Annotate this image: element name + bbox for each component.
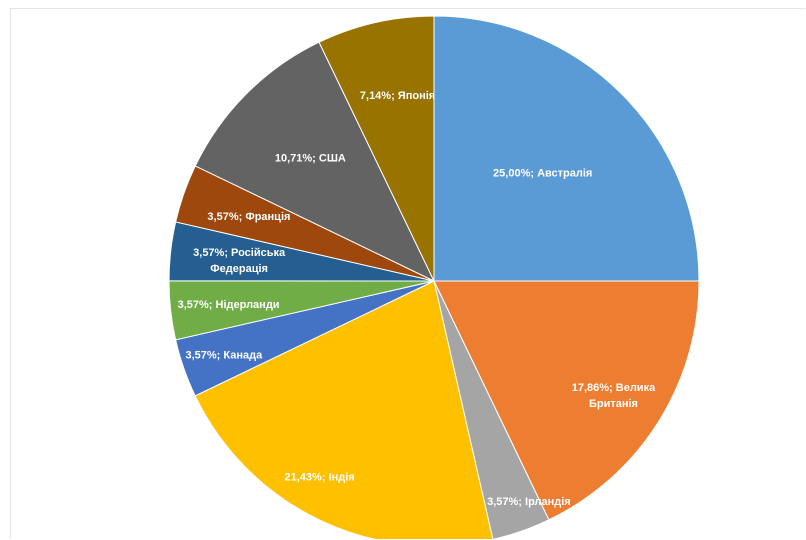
slice-label-8: 3,57%; Франція — [207, 211, 290, 223]
pie-slice-3 — [433, 280, 550, 539]
labels-layer: 25,00%; Австралія 17,86%; Велика Британія 3… — [178, 90, 656, 508]
slice-label-6: 3,57%; Нідерланди — [178, 299, 280, 311]
pie-slice-4 — [194, 280, 494, 539]
slice-label-3: 3,57%; Ірландія — [487, 496, 571, 508]
slice-label-10: 7,14%; Японія — [360, 90, 435, 102]
slice-label-5: 3,57%; Канада — [185, 349, 263, 361]
slices-layer — [168, 15, 700, 539]
pie-slice-10 — [318, 15, 435, 282]
pie-slice-1 — [433, 15, 700, 282]
pie-slice-9 — [194, 41, 436, 283]
slice-label-7: 3,57%; Російська Федерація — [193, 247, 286, 275]
pie-chart: 25,00%; Австралія 17,86%; Велика Британія 3… — [168, 15, 700, 539]
chart-frame: 25,00%; Австралія 17,86%; Велика Британія 3… — [10, 8, 805, 539]
slice-label-9: 10,71%; США — [275, 152, 346, 164]
slice-label-2: 17,86%; Велика Британія — [572, 382, 656, 410]
slice-label-4: 21,43%; Індія — [285, 472, 355, 484]
slice-label-1: 25,00%; Австралія — [493, 167, 592, 179]
pie-slice-2 — [433, 280, 700, 521]
